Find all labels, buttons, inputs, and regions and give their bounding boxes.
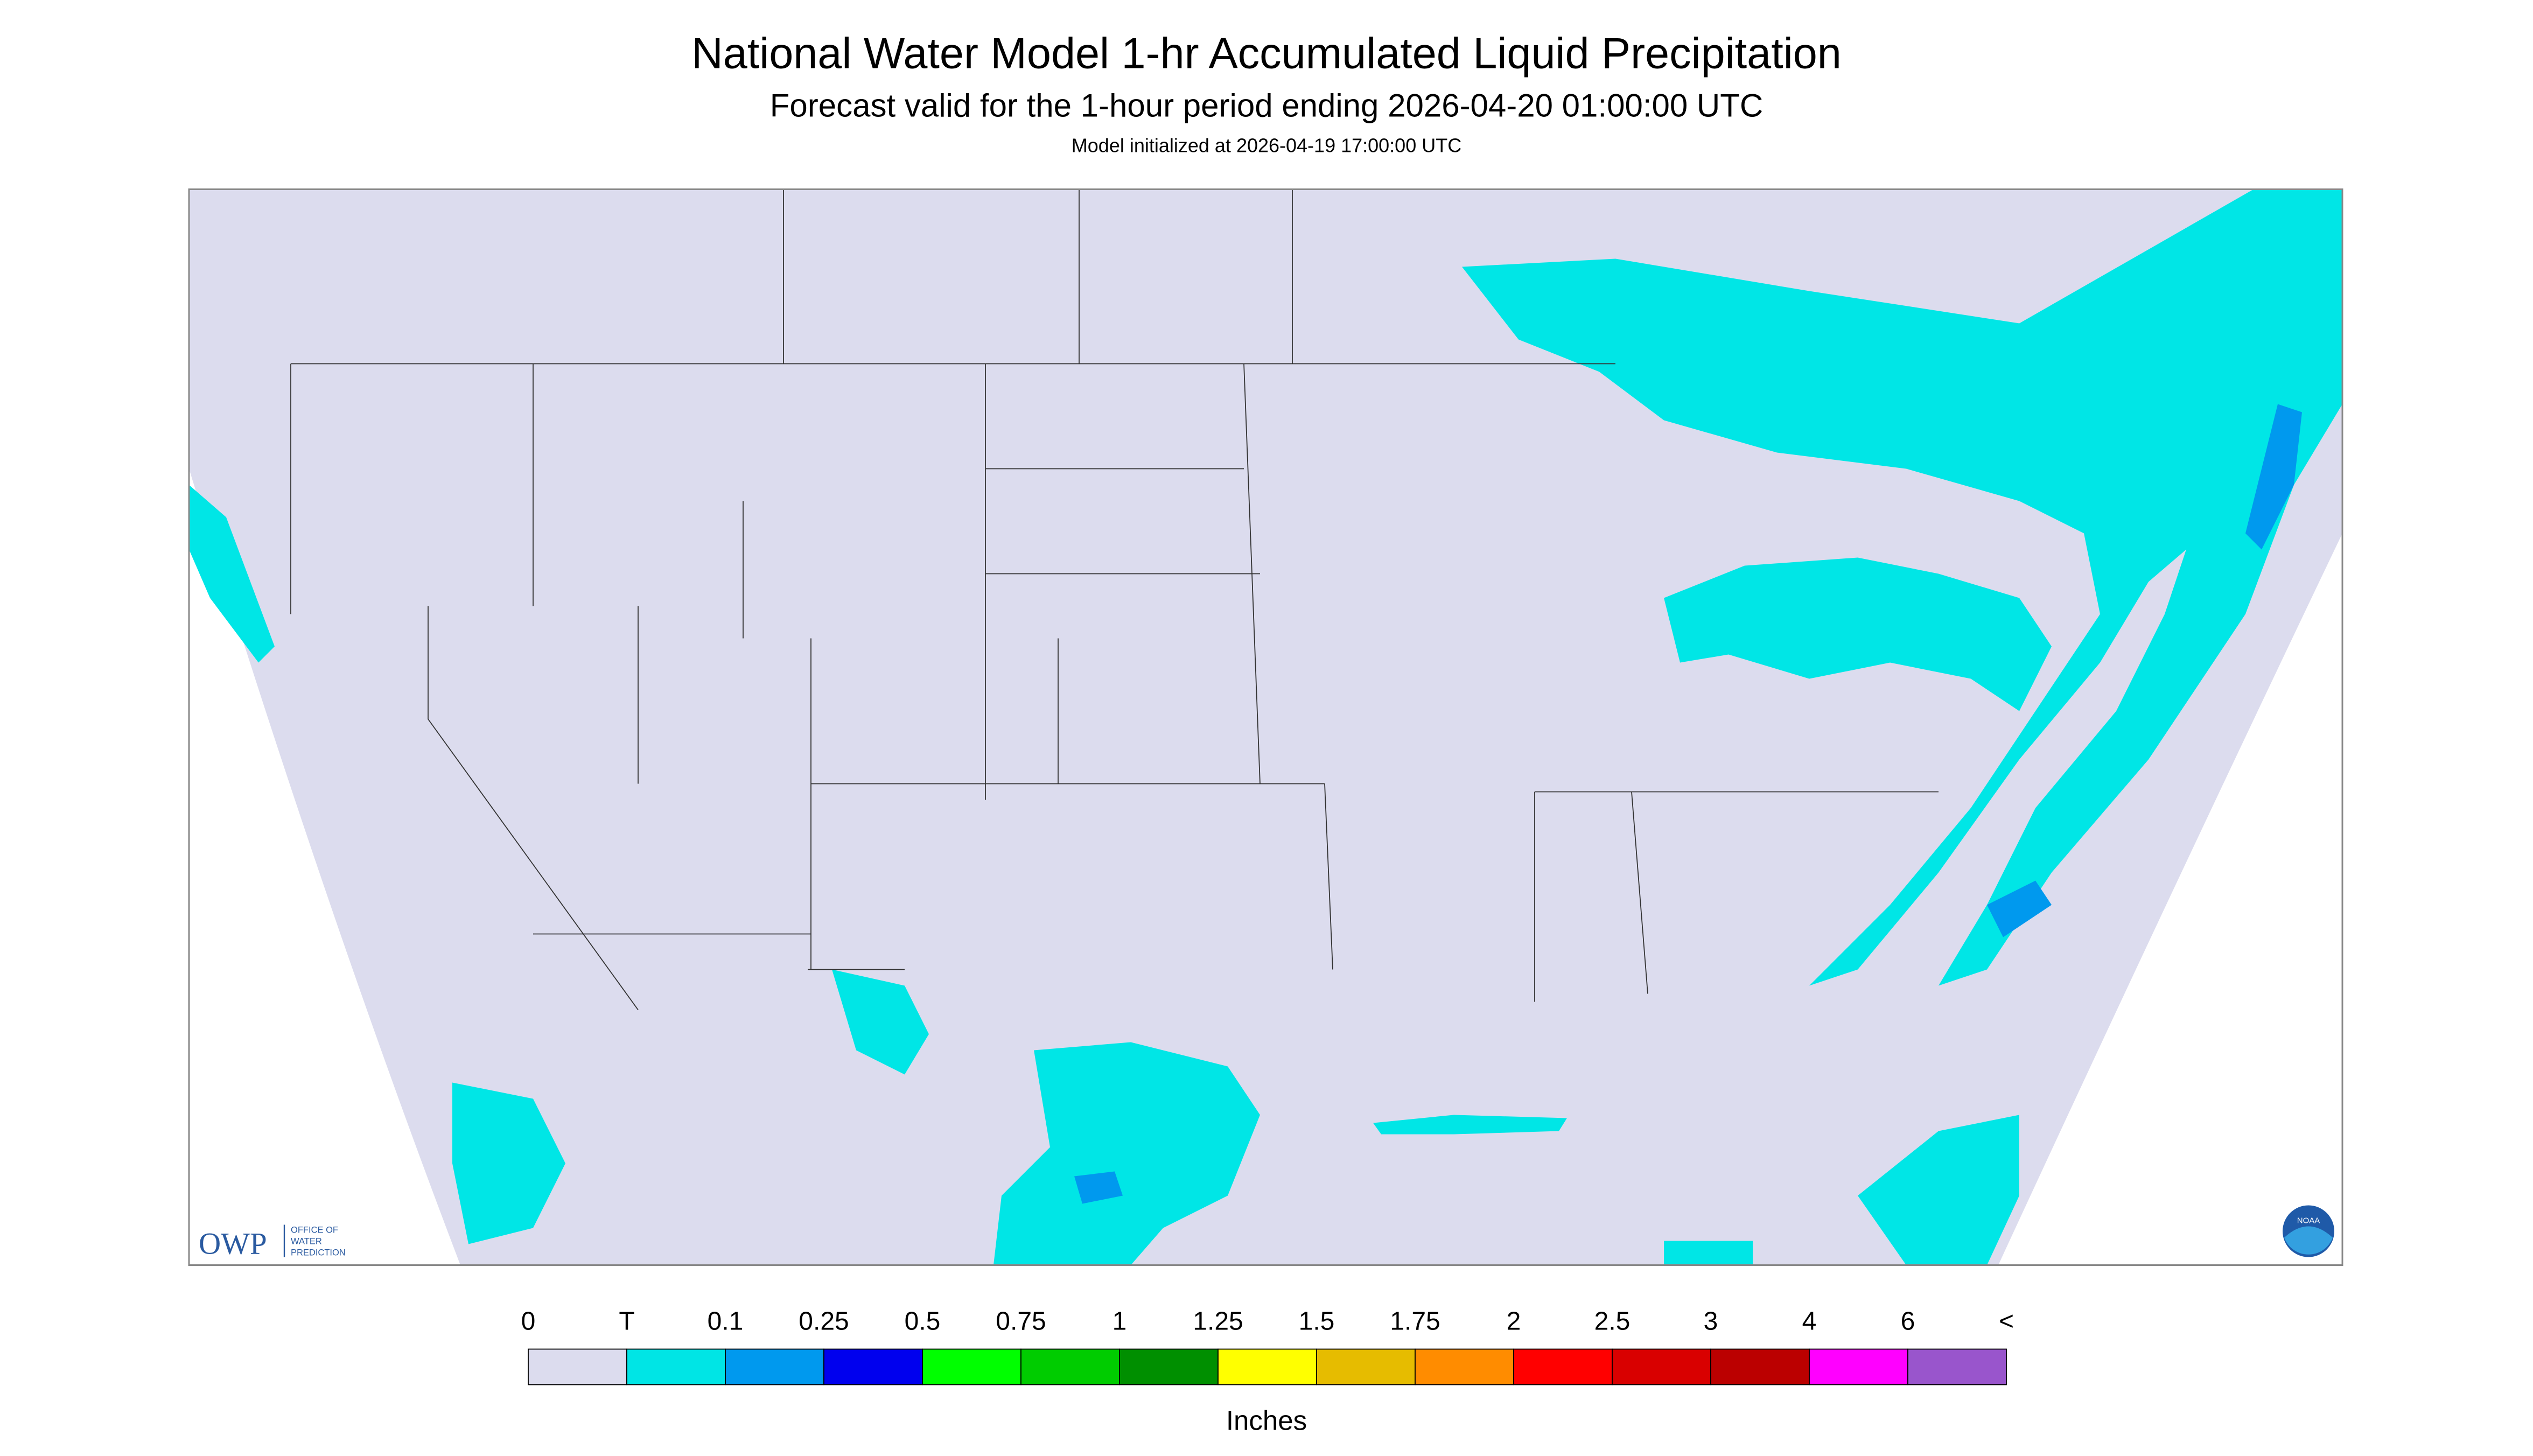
legend-swatch xyxy=(823,1348,923,1385)
legend-swatch xyxy=(1513,1348,1613,1385)
precip-areas xyxy=(189,189,2342,1265)
legend-swatch xyxy=(725,1348,824,1385)
precip-area xyxy=(1939,189,2342,986)
legend-swatch xyxy=(1119,1348,1219,1385)
legend-swatch xyxy=(922,1348,1021,1385)
title: National Water Model 1-hr Accumulated Li… xyxy=(691,30,1842,78)
legend-label: 4 xyxy=(1802,1307,1817,1336)
legend-label: 0.25 xyxy=(799,1307,849,1336)
legend-label: 1.25 xyxy=(1193,1307,1243,1336)
map-frame xyxy=(188,188,2343,1266)
legend-swatch xyxy=(1907,1348,2007,1385)
legend-swatch xyxy=(1809,1348,1908,1385)
precip-area xyxy=(1858,1115,2019,1265)
precip-area xyxy=(1664,1241,1753,1265)
precip-area xyxy=(189,485,275,663)
map xyxy=(188,188,2343,1266)
noaa-logo: NOAA xyxy=(2283,1205,2334,1257)
precip-area xyxy=(1074,1171,1123,1204)
legend-swatch xyxy=(1710,1348,1810,1385)
owp-logo-line: OFFICE OF xyxy=(291,1226,338,1235)
legend-label: 2.5 xyxy=(1594,1307,1631,1336)
legend-swatch xyxy=(1020,1348,1120,1385)
legend-label: < xyxy=(1999,1307,2014,1336)
legend-label: 0.75 xyxy=(996,1307,1046,1336)
legend-label: T xyxy=(619,1307,634,1336)
owp-logo-text: OWP xyxy=(199,1227,267,1261)
borders xyxy=(290,189,1939,1011)
legend-swatch xyxy=(1316,1348,1416,1385)
precip-area xyxy=(1987,880,2052,937)
noaa-logo-wave xyxy=(2284,1226,2333,1255)
legend-swatch xyxy=(626,1348,726,1385)
legend-swatch xyxy=(528,1348,627,1385)
legend-label: 1 xyxy=(1112,1307,1127,1336)
precip-area xyxy=(1664,557,2052,711)
legend-label: 0.5 xyxy=(905,1307,941,1336)
precip-area xyxy=(832,969,929,1075)
legend-swatch xyxy=(1415,1348,1514,1385)
legend-label: 0.1 xyxy=(708,1307,744,1336)
precip-area xyxy=(2245,404,2302,550)
subtitle: Forecast valid for the 1-hour period end… xyxy=(770,88,1763,124)
precip-area xyxy=(1373,1115,1567,1135)
precip-area xyxy=(993,1042,1260,1265)
legend-unit: Inches xyxy=(1226,1405,1307,1436)
legend-label: 3 xyxy=(1704,1307,1718,1336)
init-note: Model initialized at 2026-04-19 17:00:00… xyxy=(1072,135,1461,157)
legend-label: 2 xyxy=(1507,1307,1521,1336)
owp-logo-line: WATER xyxy=(291,1237,322,1247)
legend-swatch xyxy=(1217,1348,1317,1385)
legend-label: 1.5 xyxy=(1299,1307,1335,1336)
legend-swatch xyxy=(1612,1348,1711,1385)
precip-area xyxy=(452,1082,565,1244)
legend-label: 0 xyxy=(521,1307,536,1336)
map-domain xyxy=(189,189,2342,1265)
owp-logo: OWP OFFICE OF WATER PREDICTION xyxy=(199,1224,346,1261)
noaa-logo-text: NOAA xyxy=(2297,1216,2320,1226)
legend: 0 T 0.1 0.25 0.5 0.75 1 1.25 1.5 1.75 2 2.5 3 4 6 < xyxy=(521,1307,2014,1385)
legend-label: 1.75 xyxy=(1390,1307,1440,1336)
owp-logo-line: PREDICTION xyxy=(291,1248,346,1258)
legend-label: 6 xyxy=(1901,1307,1915,1336)
precip-area xyxy=(1462,189,2342,986)
